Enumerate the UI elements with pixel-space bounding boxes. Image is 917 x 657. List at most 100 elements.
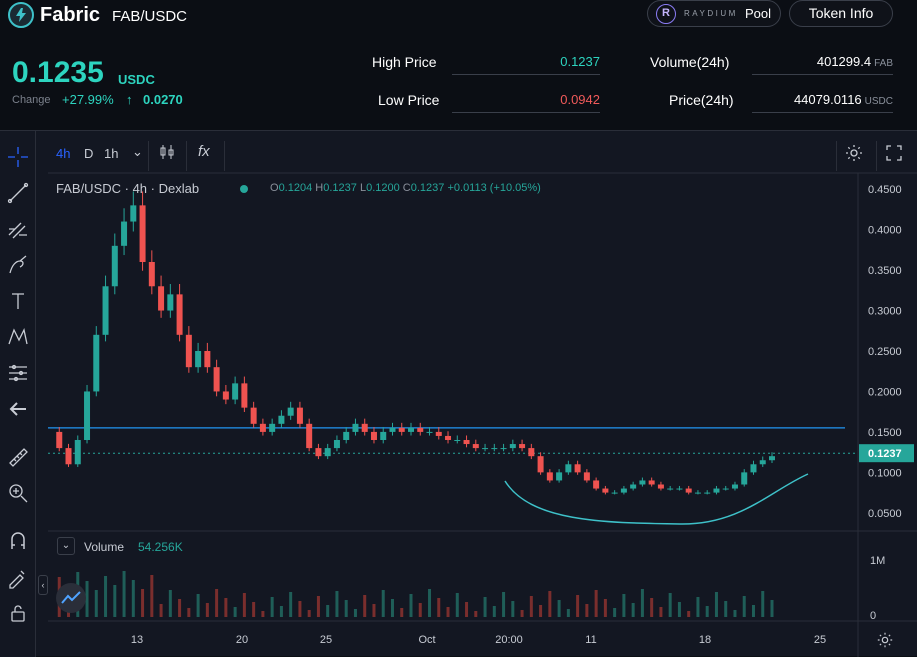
lock-drawing-icon[interactable] bbox=[6, 565, 30, 589]
candle bbox=[278, 415, 285, 424]
candle bbox=[56, 431, 63, 449]
candle bbox=[435, 431, 442, 436]
candle bbox=[222, 391, 229, 400]
volume-value: 54.256K bbox=[138, 540, 183, 554]
volume-bar bbox=[696, 597, 700, 617]
candle bbox=[370, 431, 377, 440]
volume-label: Volume bbox=[84, 540, 125, 554]
collapse-rail-icon[interactable]: ‹ bbox=[38, 575, 48, 595]
x-tick-label: 25 bbox=[814, 634, 826, 646]
volume-24h-unit: FAB bbox=[874, 58, 893, 69]
x-tick-label: Oct bbox=[418, 634, 435, 646]
indicators-fx-button[interactable]: fx bbox=[198, 143, 210, 160]
toolbar-divider bbox=[186, 141, 187, 171]
chart-settings-gear-icon[interactable] bbox=[876, 631, 894, 654]
candle bbox=[445, 435, 452, 440]
y-tick-label: 0.4000 bbox=[868, 225, 902, 237]
candle bbox=[741, 472, 748, 485]
change-percent: +27.99% bbox=[62, 92, 114, 107]
candle bbox=[352, 423, 359, 432]
volume-bar bbox=[650, 598, 654, 617]
volume-collapse-toggle[interactable]: ⌄ bbox=[57, 537, 75, 555]
settings-gear-icon[interactable] bbox=[844, 143, 864, 166]
candle bbox=[463, 440, 470, 445]
candle bbox=[759, 460, 766, 465]
ruler-icon[interactable] bbox=[6, 445, 30, 469]
text-icon[interactable] bbox=[6, 289, 30, 313]
tradingview-logo-icon[interactable] bbox=[56, 583, 86, 613]
candle bbox=[121, 221, 128, 246]
candle bbox=[213, 367, 220, 392]
toolbar-divider bbox=[836, 141, 837, 171]
back-arrow-icon[interactable] bbox=[6, 397, 30, 421]
candle bbox=[519, 444, 526, 449]
y-tick-label: 0.4500 bbox=[868, 184, 902, 196]
candle bbox=[130, 205, 137, 222]
x-tick-label: 13 bbox=[131, 634, 143, 646]
y-tick-label: 0.2000 bbox=[868, 386, 902, 398]
volume-bar bbox=[742, 596, 746, 617]
volume-bar bbox=[733, 610, 737, 617]
last-price-tag-label: 0.1237 bbox=[868, 448, 902, 460]
trading-chart[interactable]: 4h D 1h ⌄ fx FAB/USDC · 4h · Dexlab O0.1… bbox=[0, 130, 917, 657]
volume-bar bbox=[113, 585, 117, 617]
volume-bar bbox=[298, 601, 302, 617]
brush-icon[interactable] bbox=[6, 253, 30, 277]
high-price-label: High Price bbox=[372, 54, 437, 70]
candle bbox=[491, 448, 498, 450]
volume-bar bbox=[187, 608, 191, 617]
candle bbox=[565, 464, 572, 473]
candle bbox=[694, 492, 701, 494]
volume-bar bbox=[335, 591, 339, 617]
y-tick-label: 0.3000 bbox=[868, 306, 902, 318]
candle bbox=[269, 423, 276, 432]
chevron-down-icon[interactable]: ⌄ bbox=[132, 144, 143, 159]
volume-24h-number: 401299.4 bbox=[816, 54, 872, 69]
raydium-pool-button[interactable]: R RAYDIUM Pool bbox=[647, 0, 781, 27]
x-tick-label: 18 bbox=[699, 634, 711, 646]
volume-bar bbox=[289, 592, 293, 617]
magnet-icon[interactable] bbox=[6, 529, 30, 553]
volume-bar bbox=[381, 590, 385, 617]
candle bbox=[148, 262, 155, 287]
token-info-button[interactable]: Token Info bbox=[789, 0, 893, 27]
y-tick-label: 0.1500 bbox=[868, 427, 902, 439]
candle bbox=[389, 427, 396, 432]
zoom-in-icon[interactable] bbox=[6, 481, 30, 505]
volume-bar bbox=[613, 608, 617, 617]
volume-bar bbox=[122, 571, 126, 617]
fabric-logo-icon bbox=[8, 2, 34, 28]
candle bbox=[685, 488, 692, 493]
volume-bar bbox=[372, 604, 376, 617]
candle bbox=[657, 484, 664, 489]
low-price-value: 0.0942 bbox=[452, 92, 600, 113]
pattern-icon[interactable] bbox=[6, 325, 30, 349]
volume-bar bbox=[557, 600, 561, 617]
candle bbox=[750, 464, 757, 473]
candle bbox=[722, 488, 729, 490]
volume-bar bbox=[141, 589, 145, 617]
measure-lines-icon[interactable] bbox=[6, 361, 30, 385]
volume-bar bbox=[233, 607, 237, 617]
interval-1h[interactable]: 1h bbox=[104, 146, 119, 161]
fib-icon[interactable] bbox=[6, 217, 30, 241]
candles-icon[interactable] bbox=[158, 143, 176, 164]
lock-icon[interactable] bbox=[6, 601, 30, 625]
candle bbox=[620, 488, 627, 493]
x-tick-label: 25 bbox=[320, 634, 332, 646]
volume-bar bbox=[215, 589, 219, 617]
price-chart-svg[interactable]: 0.4500 0.4000 0.3500 0.3000 0.2500 0.2000 0.15… bbox=[0, 131, 917, 657]
volume-bar bbox=[390, 599, 394, 617]
crosshair-icon[interactable] bbox=[6, 145, 30, 169]
volume-bar bbox=[474, 611, 478, 617]
trendline-icon[interactable] bbox=[6, 181, 30, 205]
fullscreen-icon[interactable] bbox=[884, 143, 904, 166]
candle bbox=[454, 440, 461, 441]
interval-day[interactable]: D bbox=[84, 146, 94, 161]
volume-bar bbox=[437, 598, 441, 617]
y-tick-label: 0.0500 bbox=[868, 508, 902, 520]
interval-4h[interactable]: 4h bbox=[56, 146, 71, 161]
volume-bar bbox=[770, 600, 774, 617]
candle bbox=[259, 423, 266, 432]
candle bbox=[769, 456, 775, 461]
